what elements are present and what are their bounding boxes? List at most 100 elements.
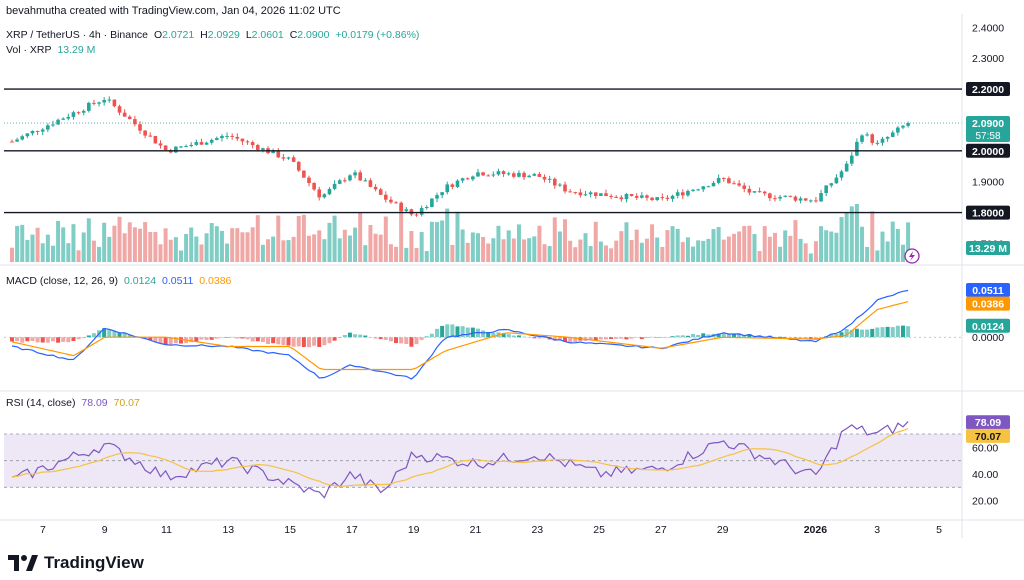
volume-bar	[506, 230, 511, 262]
volume-bar	[383, 216, 388, 262]
candle-body	[527, 175, 531, 178]
volume-bar	[76, 250, 81, 262]
volume-bar	[793, 220, 798, 262]
volume-bar	[680, 242, 685, 262]
macd-hist-bar	[399, 337, 404, 344]
price-tick-label: 2.3000	[972, 53, 1004, 65]
tradingview-logo[interactable]: TradingView	[8, 553, 144, 573]
volume-bar	[199, 244, 204, 262]
volume-bar	[691, 246, 696, 262]
symbol-label[interactable]: XRP / TetherUS · 4h · Binance	[6, 29, 149, 41]
candle-body	[163, 145, 168, 151]
macd-hist-bar	[281, 337, 286, 346]
macd-hist-bar	[86, 335, 91, 338]
candle-body	[568, 191, 572, 193]
volume-bar	[701, 240, 706, 262]
volume-bar	[291, 236, 296, 262]
candle-body	[675, 192, 680, 196]
macd-hist-bar	[107, 329, 112, 338]
macd-legend[interactable]: MACD (close, 12, 26, 9) 0.0124 0.0511 0.…	[6, 275, 234, 287]
volume-bar	[353, 227, 358, 262]
volume-bar	[435, 222, 440, 262]
macd-hist-bar	[240, 337, 245, 339]
candle-body	[640, 195, 644, 198]
macd-hist-bar	[66, 337, 71, 343]
macd-hist-bar	[429, 333, 434, 338]
candle-body	[814, 200, 818, 202]
candle-body	[296, 161, 301, 171]
candle-body	[235, 136, 240, 139]
candle-body	[455, 180, 460, 187]
candle-body	[481, 172, 485, 176]
lightning-icon[interactable]	[904, 248, 920, 264]
volume-bar	[148, 232, 153, 262]
volume-bar	[496, 225, 501, 262]
rsi-legend[interactable]: RSI (14, close) 78.09 70.07	[6, 397, 143, 409]
macd-hist-bar	[706, 334, 711, 338]
macd-hist-bar	[440, 325, 445, 338]
candle-body	[583, 194, 588, 196]
macd-hist-bar	[148, 337, 153, 341]
volume-bar	[97, 246, 102, 262]
tradingview-logo-icon	[8, 555, 38, 571]
macd-hist-bar	[573, 337, 578, 342]
candles	[10, 96, 910, 217]
volume-bar	[138, 228, 143, 262]
volume-bar	[752, 234, 757, 262]
volume-bar	[373, 233, 378, 262]
volume-label[interactable]: Vol · XRP	[6, 44, 52, 56]
candle-body	[865, 134, 869, 136]
volume-badge: 13.29 M	[969, 243, 1007, 255]
macd-hist-bar	[168, 337, 173, 345]
volume-bar	[516, 224, 521, 262]
candle-body	[573, 192, 578, 194]
volume-bar	[465, 242, 470, 262]
candle-body	[517, 172, 521, 177]
macd-hist-bar	[276, 337, 281, 345]
volume-bar	[639, 242, 644, 262]
volume-bar	[363, 245, 368, 262]
candle-body	[824, 185, 828, 194]
volume-bar	[30, 234, 35, 262]
macd-hist-bar	[634, 337, 639, 338]
candle-body	[906, 123, 910, 126]
macd-hist-bar	[675, 335, 680, 338]
candle-body	[650, 197, 654, 201]
candle-body	[803, 198, 808, 201]
candle-body	[87, 102, 91, 111]
macd-hist-bar	[506, 334, 511, 338]
candle-body	[773, 198, 777, 200]
candle-body	[245, 141, 250, 143]
candle-body	[179, 146, 183, 148]
volume-bar	[194, 236, 199, 262]
rsi-ma-value: 70.07	[113, 397, 140, 409]
rsi-value: 78.09	[81, 397, 108, 409]
macd-hist-bar	[865, 329, 870, 338]
volume-bar	[660, 246, 665, 262]
macd-hist-bar	[245, 337, 250, 340]
candle-body	[532, 173, 537, 176]
volume-bar	[875, 250, 880, 262]
macd-hist-bar	[557, 337, 562, 341]
macd-signal-value: 0.0386	[199, 275, 232, 287]
candle-body	[829, 183, 834, 186]
macd-hist-bar	[716, 333, 721, 338]
macd-hist-bar	[778, 336, 783, 338]
macd-hist-bar	[532, 337, 537, 339]
volume-bar	[225, 243, 230, 262]
macd-hist-bar	[839, 332, 844, 338]
candle-body	[435, 195, 439, 199]
volume-bar	[803, 243, 808, 262]
candle-body	[40, 129, 45, 132]
volume-bar	[603, 245, 608, 262]
macd-hist-bar	[40, 337, 45, 343]
macd-hist-bar	[808, 337, 813, 339]
volume-bar	[865, 246, 870, 262]
macd-hist-bar	[91, 333, 96, 338]
macd-label: MACD (close, 12, 26, 9)	[6, 275, 119, 287]
candle-body	[337, 180, 342, 184]
volume-bar	[312, 234, 317, 262]
candle-body	[307, 177, 311, 184]
volume-bar	[40, 243, 45, 262]
